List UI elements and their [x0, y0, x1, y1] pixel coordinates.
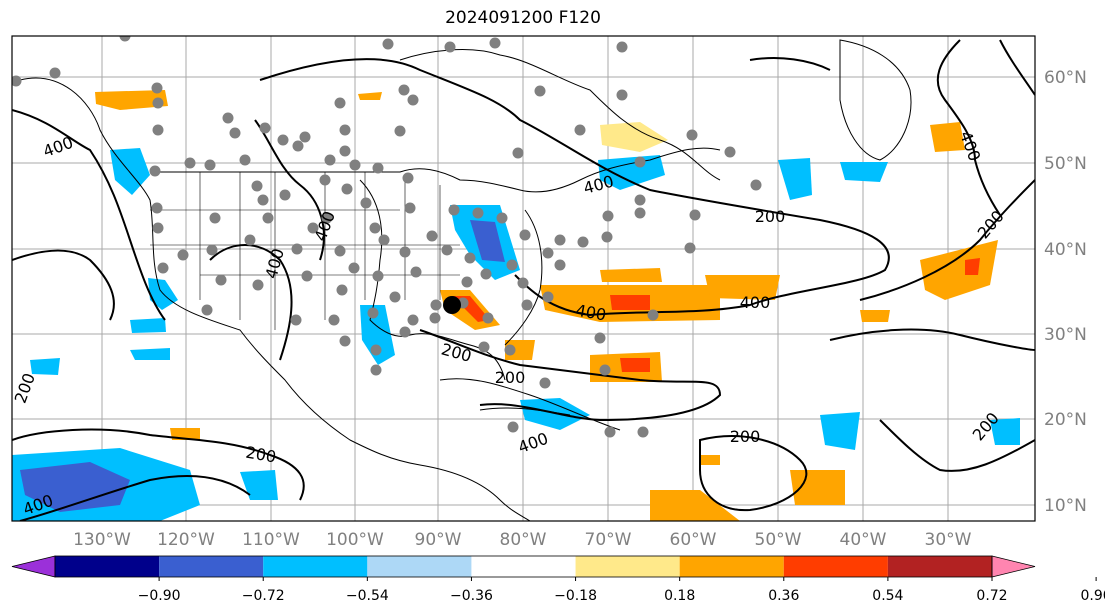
colorbar-tick-label: 0.54 [872, 588, 903, 604]
longitude-label: 100°W [326, 530, 384, 550]
colorbar-tick-label: 0.18 [664, 588, 695, 604]
colorbar-tick-label: −0.90 [138, 588, 181, 604]
colorbar-extend-low [11, 555, 56, 578]
contours [12, 39, 1035, 521]
longitude-label: 60°W [670, 530, 717, 550]
colorbar-tick-label: 0.36 [768, 588, 799, 604]
latitude-labels: 60°N 50°N 40°N 30°N 20°N 10°N [1044, 68, 1087, 516]
latitude-label: 60°N [1044, 68, 1087, 88]
colorbar-tick-label: 0.72 [976, 588, 1007, 604]
colorbar-tick-label: −0.72 [242, 588, 285, 604]
colorbar-segment [679, 556, 784, 577]
contour-label: 200 [495, 368, 526, 387]
map-title: 2024091200 F120 [445, 8, 601, 28]
colorbar-segment [55, 556, 160, 577]
longitude-label: 80°W [500, 530, 547, 550]
longitude-label: 40°W [840, 530, 887, 550]
longitude-label: 50°W [755, 530, 802, 550]
latitude-label: 20°N [1044, 410, 1087, 430]
colorbar-segment [367, 556, 472, 577]
latitude-label: 40°N [1044, 240, 1087, 260]
colorbar-segment [575, 556, 680, 577]
colorbar-tick-label: −0.18 [554, 588, 597, 604]
colorbar-segment [783, 556, 888, 577]
colorbar-segment [263, 556, 368, 577]
contour-label: 200 [730, 427, 761, 446]
colorbar-tick-label: 0.90 [1081, 588, 1105, 604]
colorbar-tick-label: −0.54 [346, 588, 389, 604]
longitude-label: 120°W [157, 530, 215, 550]
longitude-labels: 130°W 120°W 110°W 100°W 90°W 80°W 70°W 60°W 50°W… [73, 530, 972, 550]
station-markers [12, 36, 762, 438]
contour-label: 400 [740, 293, 771, 312]
contour-label: 200 [755, 207, 786, 226]
latitude-label: 10°N [1044, 496, 1087, 516]
longitude-label: 130°W [73, 530, 131, 550]
colorbar-extend-high [991, 555, 1036, 578]
colorbar-outline [54, 555, 993, 578]
colorbar-segment [159, 556, 264, 577]
selected-point-marker [443, 296, 461, 314]
colorbar-segment [471, 556, 576, 577]
latitude-label: 50°N [1044, 154, 1087, 174]
latitude-label: 30°N [1044, 325, 1087, 345]
shaded-field [12, 90, 1020, 521]
longitude-label: 90°W [415, 530, 462, 550]
longitude-label: 30°W [925, 530, 972, 550]
longitude-label: 70°W [585, 530, 632, 550]
longitude-label: 110°W [242, 530, 300, 550]
map-frame [11, 35, 1036, 522]
colorbar: −0.90 −0.72 −0.54 −0.36 −0.18 0.18 0.36 0.54 0.7… [11, 555, 1105, 604]
colorbar-segment [887, 556, 992, 577]
colorbar-tick-label: −0.36 [450, 588, 493, 604]
